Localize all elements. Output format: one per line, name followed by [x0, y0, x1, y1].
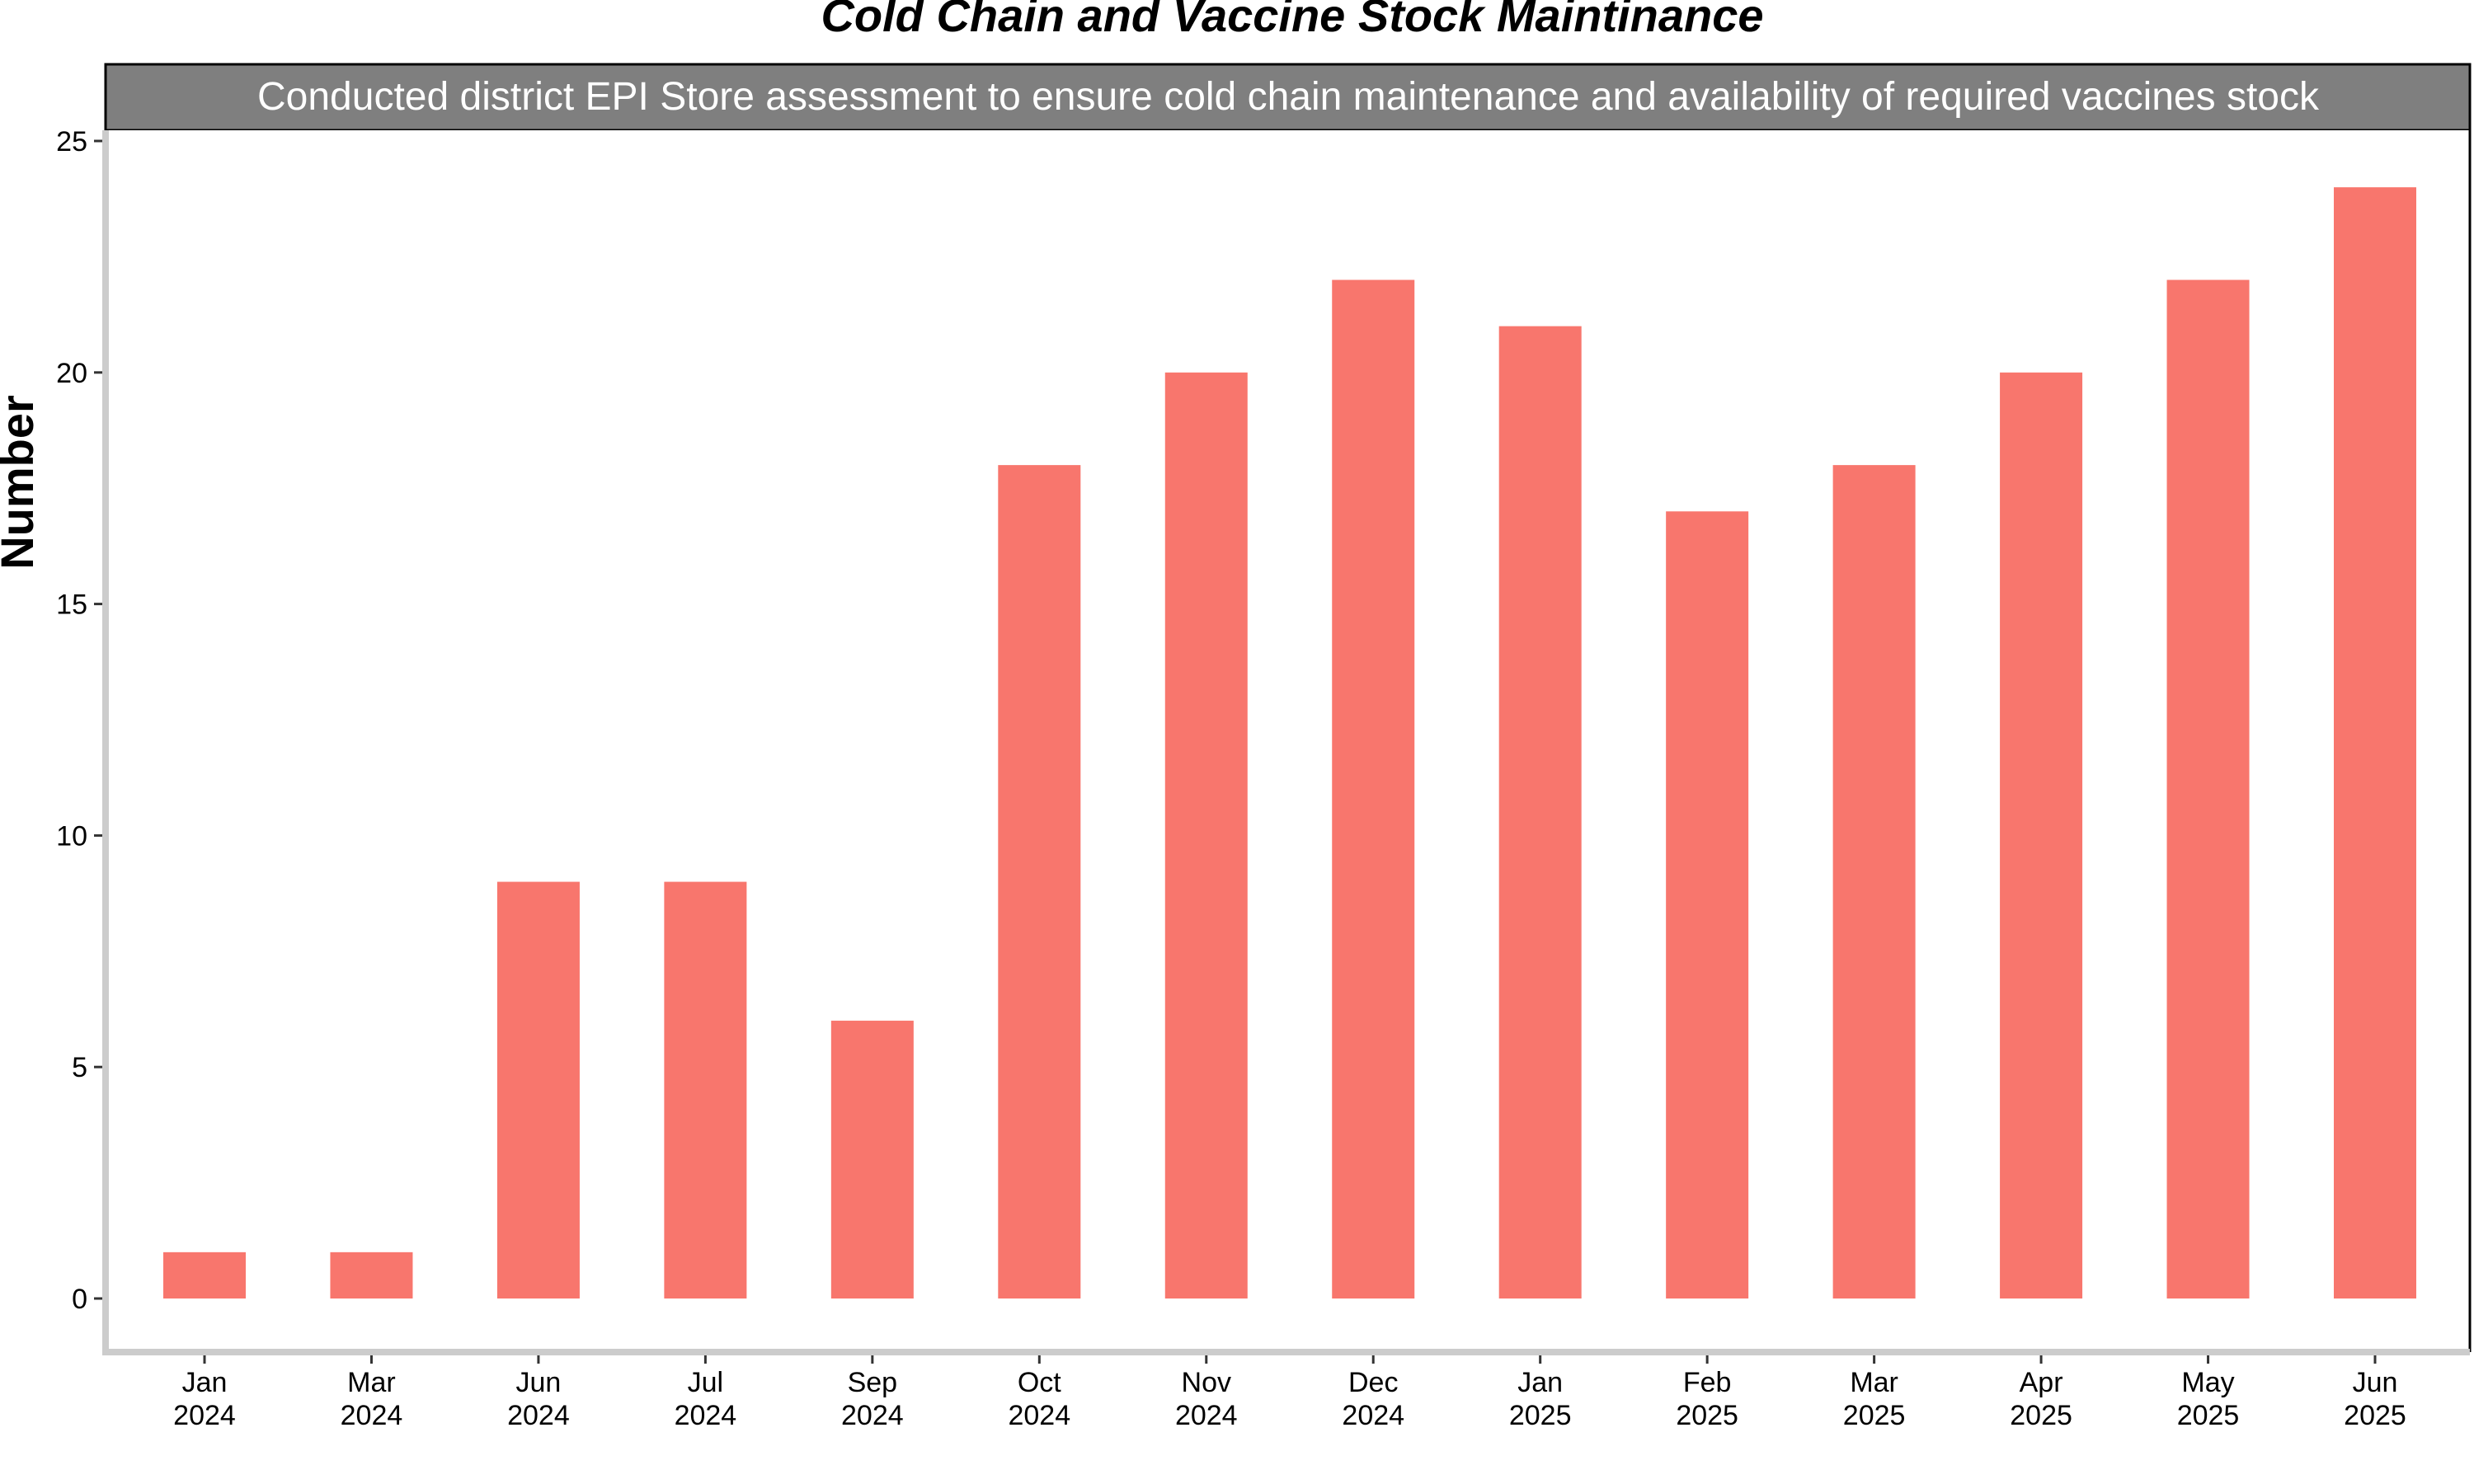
- x-tick-label: Jan 2024: [173, 1367, 236, 1431]
- facet-strip: [104, 63, 2472, 132]
- x-tick-label: Jun 2025: [2344, 1367, 2406, 1431]
- bar-jan-2024: [163, 1252, 246, 1298]
- y-axis-title: Number: [0, 395, 43, 570]
- y-tick-label: 0: [72, 1284, 87, 1315]
- x-tick-label: Feb 2025: [1676, 1367, 1738, 1431]
- bar-mar-2024: [330, 1252, 413, 1298]
- x-tick-label: Dec 2024: [1342, 1367, 1404, 1431]
- y-tick-label: 5: [72, 1052, 87, 1083]
- panel-background: [106, 130, 2470, 1352]
- x-tick-label: Apr 2025: [2010, 1367, 2072, 1431]
- bar-jun-2024: [496, 881, 580, 1298]
- plot-area: 0 5 10 15 20 25 Jan 2024 Mar 2024 Jun 2024 Jul 2024 Se…: [56, 126, 2472, 1431]
- x-tick-label: Mar 2024: [341, 1367, 403, 1431]
- bar-mar-2025: [1832, 465, 1916, 1298]
- bar-sep-2024: [830, 1021, 914, 1298]
- bar-jul-2024: [664, 881, 747, 1298]
- y-tick-label: 20: [56, 358, 87, 389]
- x-tick-label: Mar 2025: [1843, 1367, 1906, 1431]
- bar-oct-2024: [998, 465, 1081, 1298]
- x-tick-label: Jun 2024: [507, 1367, 570, 1431]
- bar-jun-2025: [2334, 187, 2416, 1298]
- bar-dec-2024: [1332, 279, 1415, 1299]
- y-tick-label: 15: [56, 589, 87, 621]
- x-tick-label: Sep 2024: [841, 1367, 904, 1431]
- y-tick-label: 10: [56, 820, 87, 852]
- chart-title: Cold Chain and Vaccine Stock Maintinance: [821, 0, 1763, 41]
- x-tick-label: Oct 2024: [1008, 1367, 1070, 1431]
- bar-nov-2024: [1164, 372, 1248, 1298]
- facet-label: Conducted district EPI Store assessment …: [257, 75, 2320, 119]
- bar-apr-2025: [2000, 372, 2083, 1298]
- y-tick-label: 25: [56, 126, 87, 157]
- x-tick-label: Nov 2024: [1175, 1367, 1238, 1431]
- bar-feb-2025: [1666, 511, 1749, 1298]
- x-tick-label: May 2025: [2177, 1367, 2240, 1431]
- x-tick-label: Jan 2025: [1509, 1367, 1572, 1431]
- bar-jan-2025: [1498, 326, 1582, 1298]
- bar-may-2025: [2166, 279, 2250, 1299]
- x-tick-label: Jul 2024: [675, 1367, 737, 1431]
